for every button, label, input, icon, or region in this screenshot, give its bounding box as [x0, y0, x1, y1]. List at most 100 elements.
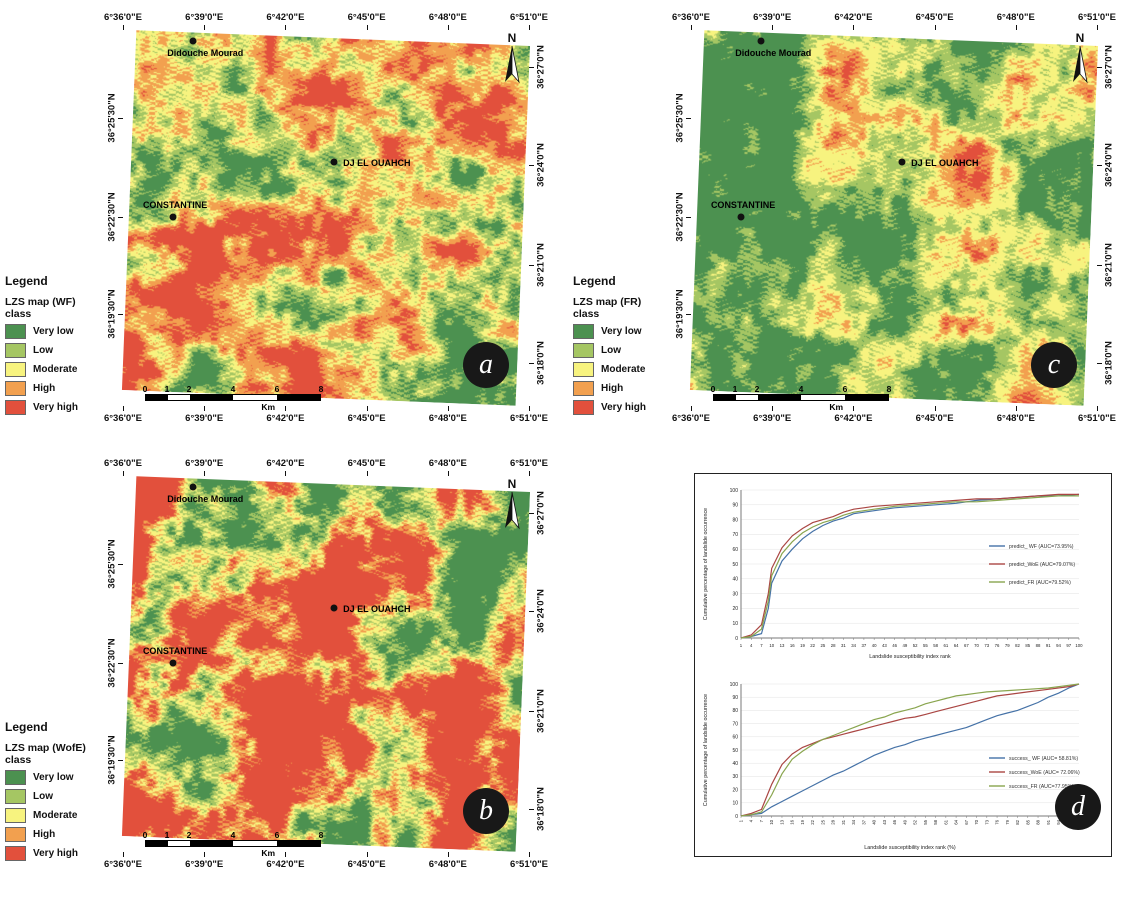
- lat-tick: [1097, 362, 1102, 364]
- x-tick-label: 52: [913, 819, 918, 824]
- lon-label-top: 6°45'0"E: [915, 12, 954, 23]
- legend-swatch-very-low: [573, 324, 594, 339]
- scale-numbers: 0 1 2 4 6 8: [143, 830, 324, 840]
- lon-tick: [204, 471, 206, 476]
- scale-unit: Km: [261, 848, 276, 858]
- lon-tick: [934, 25, 936, 30]
- legend-swatch-low: [573, 343, 594, 358]
- lat-label-right: 36°21'0"N: [535, 689, 547, 733]
- scale-segment: [167, 395, 190, 400]
- x-tick-label: 34: [851, 643, 856, 648]
- lon-tick: [529, 852, 530, 857]
- lon-tick: [1015, 406, 1017, 411]
- lon-label-top: 6°45'0"E: [347, 12, 386, 23]
- legend-layer-title: LZS map (WF): [5, 296, 76, 308]
- lon-label-bottom: 6°45'0"E: [915, 413, 954, 424]
- lon-label-bottom: 6°42'0"E: [266, 859, 305, 870]
- x-tick-label: 70: [974, 819, 979, 824]
- lat-label-left: 36°25'30"N: [106, 93, 118, 143]
- lon-tick: [204, 852, 206, 857]
- x-tick-label: 7: [760, 643, 763, 648]
- lon-tick: [529, 406, 530, 411]
- y-tick-label: 0: [735, 636, 738, 642]
- x-tick-label: 88: [1036, 643, 1041, 648]
- y-tick-label: 90: [732, 695, 738, 701]
- scale-segment: [233, 395, 277, 400]
- x-tick-label: 34: [851, 819, 856, 824]
- x-tick-label: 97: [1066, 643, 1071, 648]
- city-label-constantine: CONSTANTINE: [142, 199, 208, 210]
- lat-label-right: 36°27'0"N: [535, 490, 547, 535]
- lon-tick: [123, 406, 124, 411]
- legend-label: Moderate: [33, 810, 78, 821]
- x-tick-label: 46: [892, 819, 897, 824]
- lon-tick: [366, 406, 368, 411]
- lon-label-top: 6°51'0"E: [1077, 12, 1117, 23]
- lat-label-right: 36°24'0"N: [535, 589, 547, 634]
- scale-number: 0: [142, 384, 148, 394]
- legend-label: Very low: [33, 772, 74, 783]
- scale-bar: 0 1 2 4 6 8 Km: [143, 830, 324, 858]
- x-tick-label: 79: [1005, 819, 1010, 824]
- lat-label-right: 36°21'0"N: [1103, 243, 1115, 287]
- x-tick-label: 40: [872, 643, 877, 648]
- scale-number: 6: [274, 384, 280, 394]
- x-axis-title: Landslide susceptibility index rank (%): [864, 845, 956, 851]
- scale-segment: [146, 841, 168, 846]
- lon-label-top: 6°42'0"E: [834, 12, 873, 23]
- series-success-fr-auc-77-95: [740, 683, 1080, 817]
- x-tick-label: 73: [984, 643, 989, 648]
- lon-label-top: 6°42'0"E: [266, 458, 305, 469]
- lat-tick: [118, 759, 123, 761]
- lat-tick: [529, 611, 534, 613]
- scale-segment: [167, 841, 190, 846]
- x-tick-label: 43: [882, 643, 887, 648]
- lat-label-right: 36°27'0"N: [535, 44, 547, 89]
- panel-letter-a: a: [463, 342, 509, 388]
- scale-number: 0: [710, 384, 716, 394]
- x-tick-label: 94: [1056, 643, 1061, 648]
- x-tick-label: 55: [923, 643, 928, 648]
- legend-item-high: High: [5, 827, 123, 842]
- city-label-constantine: CONSTANTINE: [710, 199, 776, 210]
- scale-segment: [714, 395, 736, 400]
- city-label-didouche-mourad: Didouche Mourad: [735, 48, 812, 59]
- lat-tick: [529, 711, 534, 712]
- x-tick-label: 76: [995, 643, 1000, 648]
- scale-number: 1: [732, 384, 738, 394]
- lon-tick: [285, 471, 287, 476]
- y-tick-label: 0: [735, 814, 738, 820]
- series-predict-fr-auc-79-52: [740, 495, 1079, 639]
- x-tick-label: 82: [1015, 643, 1020, 648]
- scale-bar-blocks: [713, 394, 889, 401]
- x-tick-label: 79: [1005, 643, 1010, 648]
- legend-label: Low: [601, 345, 621, 356]
- scale-number: 8: [318, 384, 324, 394]
- y-tick-label: 40: [732, 577, 738, 583]
- lon-tick: [691, 25, 692, 30]
- legend-title: Legend: [5, 720, 48, 734]
- lon-tick: [366, 852, 368, 857]
- legend-item-moderate: Moderate: [5, 362, 123, 377]
- legend-swatch-high: [5, 827, 26, 842]
- map-panel-b: 6°36'0"E 6°36'0"E 6°39'0"E 6°39'0"E 6°42'0"E…: [3, 452, 568, 897]
- lon-label-top: 6°48'0"E: [996, 12, 1035, 23]
- svg-text:N: N: [1076, 31, 1085, 45]
- y-tick-label: 80: [732, 517, 738, 523]
- x-tick-label: 1: [739, 819, 744, 822]
- legend-label: High: [33, 383, 56, 394]
- legend-entry-predict-wf-auc-73-95: predict_ WF (AUC=73.95%): [1009, 544, 1074, 550]
- north-arrow-icon: N: [499, 30, 525, 93]
- lon-label-bottom: 6°48'0"E: [996, 413, 1035, 424]
- lon-label-bottom: 6°39'0"E: [185, 413, 224, 424]
- x-tick-label: 13: [779, 819, 784, 824]
- x-tick-label: 28: [831, 643, 836, 648]
- x-tick-label: 82: [1015, 819, 1020, 824]
- x-tick-label: 7: [759, 819, 764, 822]
- lat-label-left: 36°22'30"N: [106, 638, 118, 688]
- scale-segment: [801, 395, 845, 400]
- scale-number: 4: [230, 384, 236, 394]
- y-tick-label: 20: [732, 606, 738, 612]
- lon-label-bottom: 6°51'0"E: [509, 413, 549, 424]
- city-marker-dot: [330, 604, 338, 612]
